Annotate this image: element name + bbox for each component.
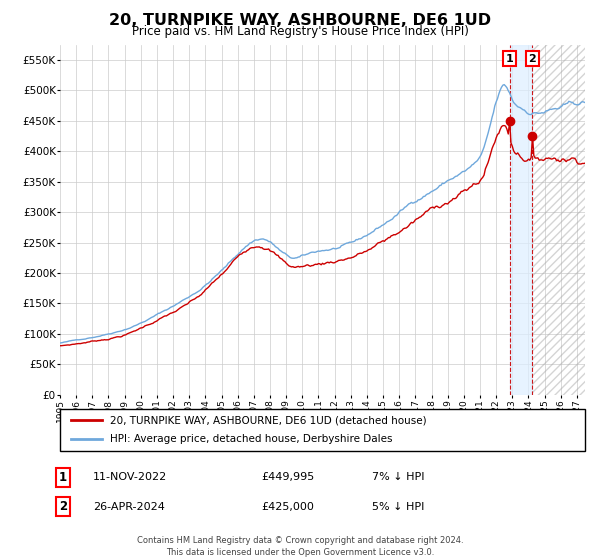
Text: £449,995: £449,995 [261, 472, 314, 482]
FancyBboxPatch shape [60, 409, 585, 451]
Bar [509, 45, 532, 395]
Bar [532, 45, 593, 395]
Text: Price paid vs. HM Land Registry's House Price Index (HPI): Price paid vs. HM Land Registry's House … [131, 25, 469, 38]
Text: 5% ↓ HPI: 5% ↓ HPI [372, 502, 424, 512]
Text: 11-NOV-2022: 11-NOV-2022 [93, 472, 167, 482]
Text: 7% ↓ HPI: 7% ↓ HPI [372, 472, 425, 482]
Text: 26-APR-2024: 26-APR-2024 [93, 502, 165, 512]
Text: Contains HM Land Registry data © Crown copyright and database right 2024.
This d: Contains HM Land Registry data © Crown c… [137, 536, 463, 557]
Text: 2: 2 [529, 54, 536, 63]
Text: 20, TURNPIKE WAY, ASHBOURNE, DE6 1UD: 20, TURNPIKE WAY, ASHBOURNE, DE6 1UD [109, 13, 491, 28]
Text: 1: 1 [59, 470, 67, 484]
Text: 1: 1 [506, 54, 514, 63]
Text: £425,000: £425,000 [261, 502, 314, 512]
Text: 20, TURNPIKE WAY, ASHBOURNE, DE6 1UD (detached house): 20, TURNPIKE WAY, ASHBOURNE, DE6 1UD (de… [110, 415, 427, 425]
Text: HPI: Average price, detached house, Derbyshire Dales: HPI: Average price, detached house, Derb… [110, 435, 392, 445]
Text: 2: 2 [59, 500, 67, 514]
